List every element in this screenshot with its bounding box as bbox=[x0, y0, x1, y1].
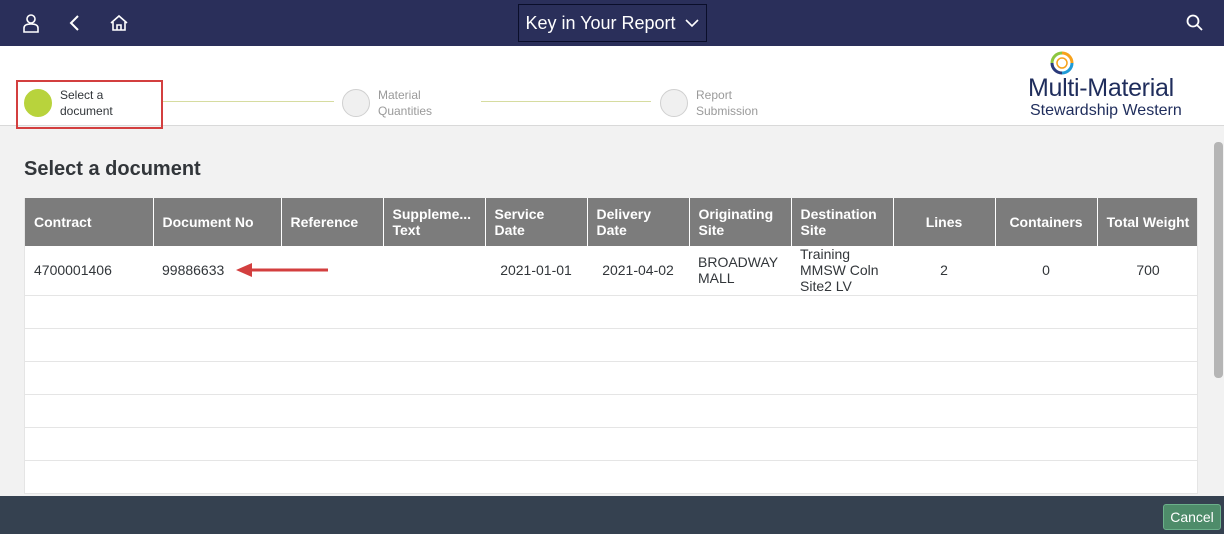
empty-table-row bbox=[25, 328, 1197, 362]
cell-supplement-text bbox=[383, 246, 485, 296]
empty-table-row bbox=[25, 361, 1197, 395]
highlight-annotation-box bbox=[16, 80, 163, 129]
step-connector bbox=[162, 101, 334, 102]
empty-table-row bbox=[25, 394, 1197, 428]
user-icon[interactable] bbox=[16, 8, 46, 38]
cell-containers: 0 bbox=[995, 246, 1097, 296]
column-header-destination-site[interactable]: Destination Site bbox=[791, 198, 894, 246]
cell-document-no: 99886633 bbox=[153, 246, 281, 296]
back-icon[interactable] bbox=[60, 8, 90, 38]
cancel-button[interactable]: Cancel bbox=[1163, 504, 1221, 530]
column-header-containers[interactable]: Containers bbox=[995, 198, 1098, 246]
page-title: Select a document bbox=[24, 158, 201, 180]
wizard-progress bbox=[0, 46, 1224, 126]
step-connector bbox=[481, 101, 651, 102]
column-header-reference[interactable]: Reference bbox=[281, 198, 384, 246]
column-header-originating-site[interactable]: Originating Site bbox=[689, 198, 792, 246]
table-row[interactable]: 4700001406 99886633 2021-01-01 2021-04-0… bbox=[25, 246, 1197, 296]
empty-table-row bbox=[25, 460, 1197, 494]
table-header-row: Contract Document No Reference Suppleme.… bbox=[25, 198, 1197, 246]
cell-delivery-date: 2021-04-02 bbox=[587, 246, 689, 296]
cell-total-weight: 700 bbox=[1097, 246, 1197, 296]
step-indicator bbox=[24, 89, 52, 117]
empty-table-row bbox=[25, 427, 1197, 461]
empty-table-row bbox=[25, 295, 1197, 329]
cell-reference bbox=[281, 246, 383, 296]
footer-toolbar bbox=[0, 496, 1224, 534]
home-icon[interactable] bbox=[104, 8, 134, 38]
column-header-total-weight[interactable]: Total Weight bbox=[1097, 198, 1197, 246]
app-title: Key in Your Report bbox=[525, 12, 676, 33]
column-header-delivery-date[interactable]: Delivery Date bbox=[587, 198, 690, 246]
wizard-step-report-submission[interactable]: Report Submission bbox=[660, 87, 776, 119]
app-title-menu-button[interactable]: Key in Your Report bbox=[518, 4, 707, 42]
vertical-scrollbar[interactable] bbox=[1214, 142, 1223, 378]
search-icon[interactable] bbox=[1180, 8, 1210, 38]
step-indicator bbox=[342, 89, 370, 117]
logo-text-secondary: Stewardship Western bbox=[1030, 102, 1182, 119]
column-header-service-date[interactable]: Service Date bbox=[485, 198, 588, 246]
column-header-lines[interactable]: Lines bbox=[893, 198, 996, 246]
wizard-step-select-document[interactable]: Select a document bbox=[24, 87, 140, 119]
shell-bar: Key in Your Report bbox=[0, 0, 1224, 46]
cell-contract: 4700001406 bbox=[25, 246, 153, 296]
cell-lines: 2 bbox=[893, 246, 995, 296]
step-label: Report Submission bbox=[696, 88, 759, 118]
company-logo bbox=[1050, 51, 1074, 75]
step-label: Material Quantities bbox=[378, 88, 433, 118]
cell-service-date: 2021-01-01 bbox=[485, 246, 587, 296]
cell-destination-site: Training MMSW Coln Site2 LV bbox=[791, 246, 893, 296]
chevron-down-icon bbox=[684, 19, 699, 28]
wizard-step-material-quantities[interactable]: Material Quantities bbox=[342, 87, 458, 119]
cell-originating-site: BROADWAY MALL bbox=[689, 246, 791, 296]
step-indicator bbox=[660, 89, 688, 117]
documents-table: Contract Document No Reference Suppleme.… bbox=[24, 198, 1198, 494]
annotation-arrow bbox=[236, 263, 328, 277]
logo-text-primary: Multi-Material bbox=[1028, 74, 1174, 102]
column-header-supplement-text[interactable]: Suppleme... Text bbox=[383, 198, 486, 246]
column-header-contract[interactable]: Contract bbox=[25, 198, 154, 246]
step-label: Select a document bbox=[60, 88, 113, 118]
column-header-document-no[interactable]: Document No bbox=[153, 198, 282, 246]
